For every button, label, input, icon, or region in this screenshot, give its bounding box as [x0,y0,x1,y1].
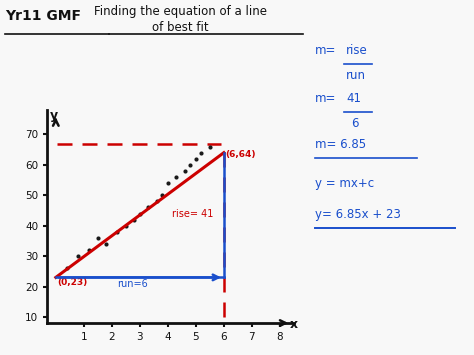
Text: y: y [50,109,58,122]
Point [114,229,121,235]
Text: y= 6.85x + 23: y= 6.85x + 23 [315,208,401,221]
Text: (6,64): (6,64) [225,150,256,159]
Text: (0,23): (0,23) [57,278,88,287]
Text: 41: 41 [346,92,361,105]
Point [63,266,71,271]
Point [206,144,214,149]
Point [192,156,200,162]
Text: m=: m= [315,44,337,58]
Text: Yr11 GMF: Yr11 GMF [5,9,81,23]
Point [181,168,189,174]
Text: x: x [290,318,298,331]
Point [164,180,172,186]
Point [153,198,160,204]
Text: 6: 6 [351,117,358,130]
Point [173,174,180,180]
Point [145,204,152,210]
Text: m= 6.85: m= 6.85 [315,138,366,152]
Point [136,211,144,216]
Text: run=6: run=6 [118,279,148,289]
Point [74,253,82,259]
Text: Finding the equation of a line
of best fit: Finding the equation of a line of best f… [94,5,266,34]
Text: y = mx+c: y = mx+c [315,178,374,191]
Point [158,192,166,198]
Text: rise= 41: rise= 41 [172,208,213,219]
Point [198,150,205,155]
Text: m=: m= [315,92,337,105]
Point [86,247,93,253]
Point [130,217,138,223]
Point [186,162,194,168]
Text: run: run [346,69,366,82]
Text: rise: rise [346,44,368,58]
Point [122,223,129,229]
Point [102,241,110,247]
Point [94,235,101,241]
